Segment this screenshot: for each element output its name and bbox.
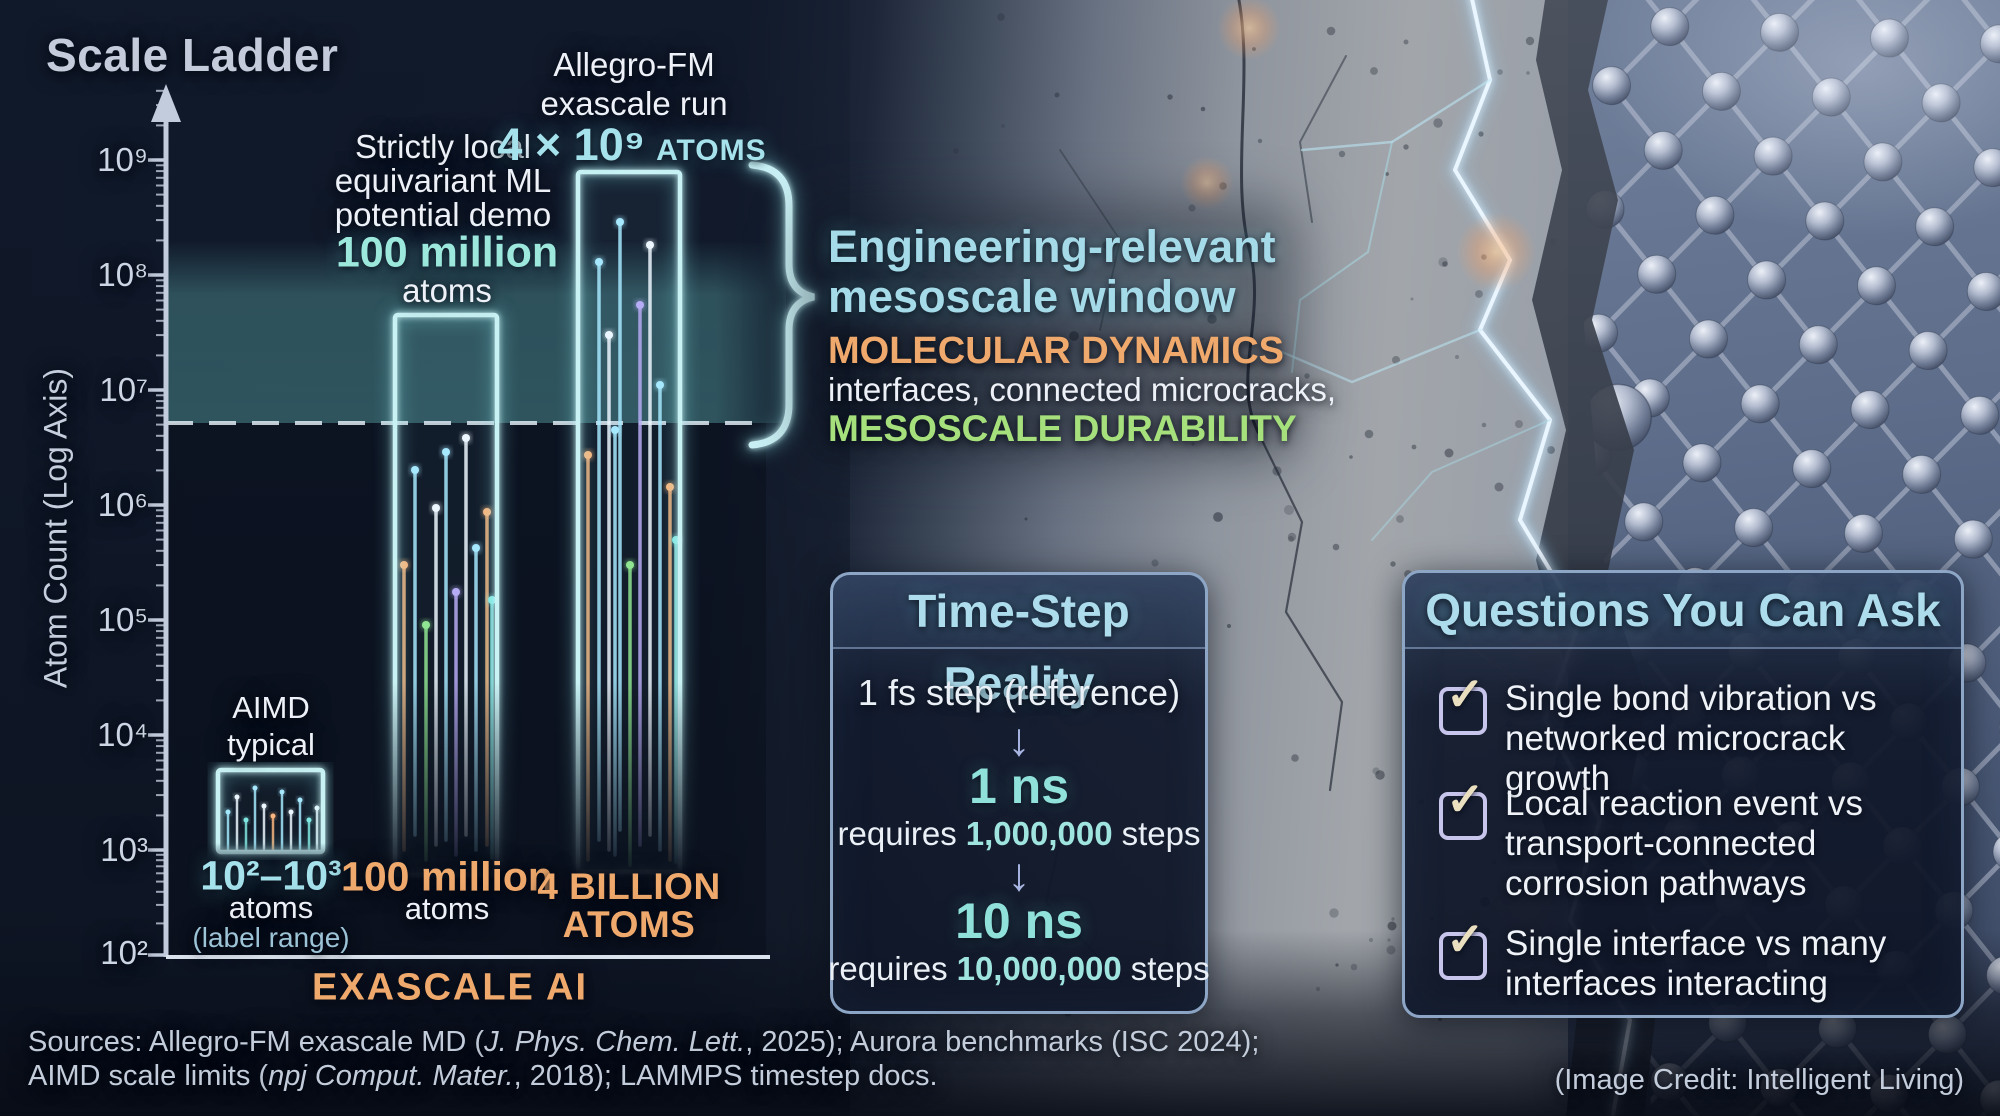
page-title: Scale Ladder: [46, 29, 339, 81]
window-line-molecular-dynamics: MOLECULAR DYNAMICS: [828, 330, 1284, 372]
timestep-steps-2: requires 10,000,000 steps: [828, 950, 1209, 988]
steps-unit: steps: [1130, 950, 1210, 987]
timestep-panel-title: Time-Step Reality: [833, 575, 1205, 709]
exascale-anno-atoms: 4 × 10⁹ ATOMS: [497, 119, 766, 171]
window-line-mesoscale-durability: MESOSCALE DURABILITY: [828, 408, 1297, 449]
sources-journal: J. Phys. Chem. Lett.: [484, 1026, 746, 1058]
exascale-ai-group-label: EXASCALE AI: [311, 966, 589, 1009]
timestep-steps-1: requires 1,000,000 steps: [833, 815, 1205, 853]
ml-unit-label: atoms: [404, 891, 490, 926]
questions-panel: Questions You Can Ask ✓ Single bond vibr…: [1402, 570, 1964, 1018]
timestep-panel: Time-Step Reality 1 fs step (reference) …: [828, 572, 1210, 1014]
window-title: Engineering-relevant mesoscale window: [828, 221, 1276, 322]
steps-value: 10,000,000: [956, 950, 1122, 987]
requires-label: requires: [837, 815, 957, 852]
aimd-unit: atoms: [228, 890, 314, 925]
check-mark-icon: ✓: [1446, 913, 1485, 965]
sources-line-2: AIMD scale limits (npj Comput. Mater., 2…: [28, 1060, 938, 1093]
sources-journal: npj Comput. Mater.: [268, 1060, 514, 1092]
down-arrow-icon: ↓: [1007, 713, 1031, 765]
ml-bar-annotation: Strictly local equivariant ML potential …: [334, 128, 552, 233]
sources-text: Sources: Allegro-FM exascale MD (: [28, 1026, 485, 1058]
ml-value-label: 100 million: [341, 853, 553, 900]
exascale-bar-annotation: Allegro-FM exascale run: [540, 46, 728, 122]
check-mark-icon: ✓: [1446, 668, 1485, 720]
ytick-1e3: 10³: [100, 831, 148, 868]
y-axis-label: Atom Count (Log Axis): [37, 367, 74, 689]
checkbox-icon: ✓: [1439, 913, 1487, 980]
timestep-reference: 1 fs step (reference): [857, 672, 1181, 713]
question-item-2: Local reaction event vs transport-connec…: [1505, 784, 1863, 903]
ytick-1e6: 10⁶: [97, 486, 148, 523]
sources-text: , 2018); LAMMPS timestep docs.: [513, 1060, 938, 1092]
axis-arrowhead: [151, 84, 181, 122]
aimd-bar-label: AIMD typical: [227, 690, 315, 762]
down-arrow-icon: ↓: [1007, 848, 1031, 900]
exascale-anno-unit: ATOMS: [656, 134, 767, 167]
sources-text: AIMD scale limits (: [28, 1060, 269, 1092]
ml-anno-value: 100 million: [335, 228, 559, 277]
ytick-1e9: 10⁹: [97, 141, 148, 178]
requires-label: requires: [828, 950, 948, 987]
sources-text: , 2025); Aurora benchmarks (ISC 2024);: [745, 1026, 1260, 1058]
ytick-1e8: 10⁸: [97, 256, 148, 293]
sources-line-1: Sources: Allegro-FM exascale MD (J. Phys…: [28, 1026, 1259, 1059]
ml-anno-unit: atoms: [402, 272, 492, 309]
timestep-value-1ns: 1 ns: [968, 758, 1070, 814]
checkbox-icon: ✓: [1439, 668, 1487, 735]
ytick-1e2: 10²: [100, 934, 148, 971]
ytick-1e4: 10⁴: [97, 716, 148, 753]
check-mark-icon: ✓: [1446, 773, 1485, 825]
timestep-value-10ns: 10 ns: [955, 893, 1083, 949]
image-credit: (Image Credit: Intelligent Living): [1554, 1064, 1964, 1096]
exascale-value-label: 4 BILLION ATOMS: [537, 866, 721, 945]
steps-value: 1,000,000: [965, 815, 1113, 852]
window-text-backdrop: [800, 200, 1300, 465]
checkbox-icon: ✓: [1439, 773, 1487, 840]
steps-unit: steps: [1121, 815, 1201, 852]
axis-ticks: [148, 89, 166, 957]
ytick-1e5: 10⁵: [97, 601, 148, 638]
exascale-anno-value: 4 × 10⁹: [497, 119, 646, 170]
question-item-3: Single interface vs many interfaces inte…: [1505, 924, 1887, 1003]
questions-panel-title: Questions You Can Ask: [1405, 573, 1961, 649]
aimd-range-value: 10²–10³: [200, 852, 342, 899]
question-item-1: Single bond vibration vs networked micro…: [1505, 679, 1877, 798]
ytick-1e7: 10⁷: [99, 371, 148, 408]
aimd-note: (label range): [192, 922, 350, 953]
window-line-interfaces: interfaces, connected microcracks,: [828, 371, 1337, 408]
mesoscale-brace: [743, 156, 817, 454]
